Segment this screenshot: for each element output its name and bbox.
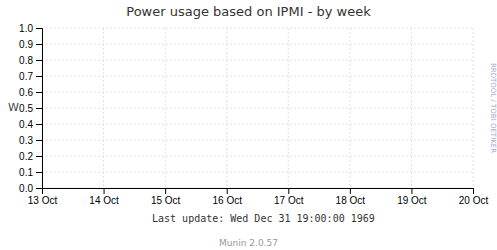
- x-tick-label: 19 Oct: [397, 195, 427, 206]
- grid-line-y: [42, 172, 473, 173]
- x-tick-label: 18 Oct: [336, 195, 366, 206]
- y-tick-mark: [36, 140, 42, 141]
- y-axis-line: [36, 29, 43, 189]
- y-tick-label: 0.5: [19, 103, 33, 114]
- y-tick-mark: [36, 92, 42, 93]
- munin-text: Munin 2.0.57: [219, 238, 278, 248]
- y-tick-label: 0.4: [19, 119, 33, 130]
- y-tick-label: 0.9: [19, 39, 33, 50]
- x-tick-mark: [473, 188, 474, 194]
- y-tick-mark: [36, 188, 42, 189]
- y-tick-mark: [36, 28, 42, 29]
- y-tick: 1.0: [19, 23, 42, 34]
- y-tick-label: 0.7: [19, 71, 33, 82]
- x-tick-mark: [288, 188, 289, 194]
- y-tick-label: 0.8: [19, 55, 33, 66]
- y-tick-mark: [36, 76, 42, 77]
- grid-line-y: [42, 44, 473, 45]
- x-axis-line: [43, 189, 474, 195]
- x-axis: 13 Oct 14 Oct 15 Oct 16 Oct 17 Oct 18 Oct 19 O…: [28, 188, 489, 206]
- title: Power usage based on IPMI - by week: [126, 4, 371, 19]
- y-tick-label: 0.1: [19, 167, 33, 178]
- x-tick-label: 15 Oct: [151, 195, 181, 206]
- grid-line-x: [103, 28, 104, 188]
- y-tick: 0.0: [19, 183, 42, 194]
- y-tick-label: 1.0: [19, 23, 33, 34]
- grid-line-x: [349, 28, 350, 188]
- plot: 13 Oct 14 Oct 15 Oct 16 Oct 17 Oct 18 Oct 19 O…: [19, 23, 488, 206]
- y-tick: 0.5: [19, 103, 42, 114]
- x-tick-mark: [350, 188, 351, 194]
- y-tick-label: 0.6: [19, 87, 33, 98]
- x-tick: 16 Oct: [212, 188, 242, 206]
- watermark: RRDTOOL / TOBI OETIKER: [489, 63, 497, 153]
- grid-line-y: [42, 60, 473, 61]
- x-tick: 15 Oct: [151, 188, 181, 206]
- y-tick-label: 0.3: [19, 135, 33, 146]
- y-tick-mark: [36, 124, 42, 125]
- x-tick-mark: [165, 188, 166, 194]
- y-tick-mark: [36, 156, 42, 157]
- x-tick-label: 20 Oct: [459, 195, 489, 206]
- grid-line-x: [226, 28, 227, 188]
- grid-line-y: [42, 92, 473, 93]
- y-tick: 0.8: [19, 55, 42, 66]
- x-tick: 14 Oct: [89, 188, 119, 206]
- y-tick-mark: [36, 172, 42, 173]
- y-tick-label: 0.0: [19, 183, 33, 194]
- grid: [42, 28, 473, 188]
- grid-line-x: [473, 28, 474, 188]
- x-tick-label: 17 Oct: [274, 195, 304, 206]
- x-tick: 20 Oct: [459, 188, 489, 206]
- y-tick: 0.2: [19, 151, 42, 162]
- x-tick-label: 16 Oct: [212, 195, 242, 206]
- y-tick: 0.1: [19, 167, 42, 178]
- x-tick: 19 Oct: [397, 188, 427, 206]
- grid-line-y: [42, 108, 473, 109]
- x-tick-label: 13 Oct: [28, 195, 58, 206]
- y-tick-mark: [36, 60, 42, 61]
- x-tick-mark: [411, 188, 412, 194]
- grid-line-x: [288, 28, 289, 188]
- y-tick: 0.9: [19, 39, 42, 50]
- grid-line-y: [42, 76, 473, 77]
- x-tick-label: 14 Oct: [89, 195, 119, 206]
- grid-line-x: [411, 28, 412, 188]
- x-tick-mark: [104, 188, 105, 194]
- y-tick: 0.6: [19, 87, 42, 98]
- y-axis-title: W: [8, 101, 19, 114]
- grid-line-y: [42, 140, 473, 141]
- y-tick-label: 0.2: [19, 151, 33, 162]
- footer: Last update: Wed Dec 31 19:00:00 1969: [152, 213, 375, 224]
- x-tick: 18 Oct: [336, 188, 366, 206]
- y-tick: 0.7: [19, 71, 42, 82]
- y-tick-mark: [36, 44, 42, 45]
- y-tick-mark: [36, 108, 42, 109]
- y-tick: 0.4: [19, 119, 42, 130]
- chart: Power usage based on IPMI - by week 13 Oc…: [0, 0, 497, 250]
- grid-line-y: [42, 124, 473, 125]
- y-tick: 0.3: [19, 135, 42, 146]
- grid-line-y: [42, 156, 473, 157]
- grid-line-y: [42, 28, 473, 29]
- y-axis: 0.0 0.1 0.2 0.3 0.4 0.5 0.6 0.7 0.8 0.9 1.0: [19, 23, 42, 194]
- x-tick: 17 Oct: [274, 188, 304, 206]
- grid-line-x: [165, 28, 166, 188]
- x-tick-mark: [227, 188, 228, 194]
